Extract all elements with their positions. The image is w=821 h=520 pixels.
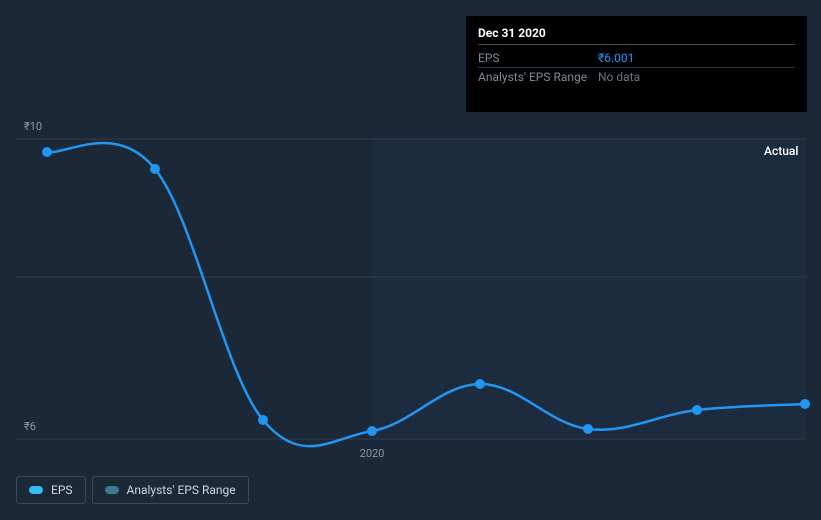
legend-label: EPS bbox=[51, 483, 73, 497]
x-axis-label: 2020 bbox=[360, 447, 385, 460]
eps-chart: Actual Dec 31 2020 EPS₹6.001Analysts' EP… bbox=[0, 0, 821, 520]
tooltip-row: EPS₹6.001 bbox=[478, 49, 795, 68]
y-axis-label: ₹10 bbox=[24, 120, 42, 133]
y-axis-label: ₹6 bbox=[24, 420, 36, 433]
legend-item-eps[interactable]: EPS bbox=[16, 476, 86, 504]
chart-legend: EPS Analysts' EPS Range bbox=[16, 476, 249, 504]
tooltip-row: Analysts' EPS RangeNo data bbox=[478, 68, 795, 86]
legend-item-range[interactable]: Analysts' EPS Range bbox=[92, 476, 249, 504]
tooltip-row-label: Analysts' EPS Range bbox=[478, 70, 598, 84]
tooltip-row-label: EPS bbox=[478, 51, 598, 65]
tooltip-row-value: No data bbox=[598, 70, 640, 84]
legend-label: Analysts' EPS Range bbox=[127, 483, 236, 497]
legend-swatch bbox=[105, 486, 119, 494]
actual-label: Actual bbox=[764, 144, 798, 158]
tooltip-row-value: ₹6.001 bbox=[598, 51, 634, 65]
tooltip-date: Dec 31 2020 bbox=[478, 26, 795, 45]
chart-tooltip: Dec 31 2020 EPS₹6.001Analysts' EPS Range… bbox=[466, 16, 807, 112]
legend-swatch bbox=[29, 486, 43, 494]
tooltip-rows: EPS₹6.001Analysts' EPS RangeNo data bbox=[478, 49, 795, 86]
